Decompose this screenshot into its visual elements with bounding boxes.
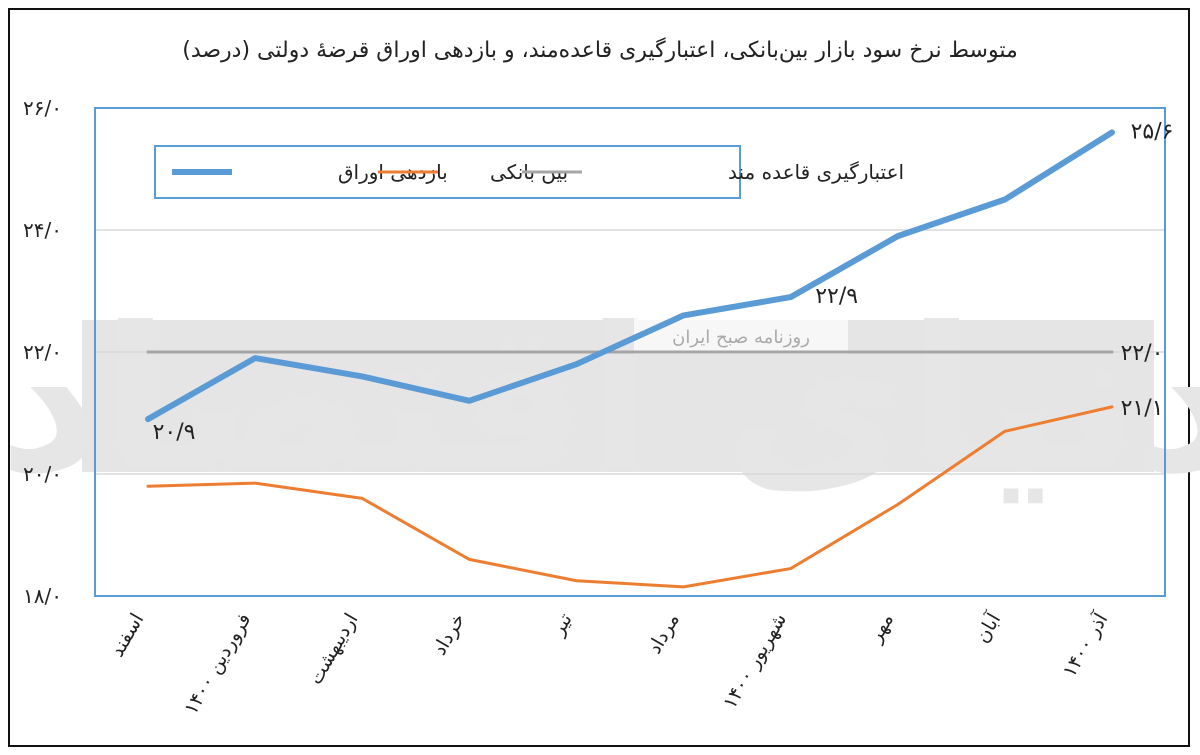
y-tick-label: ۲۲/۰ — [23, 340, 62, 364]
legend: بازدهی اوراق بین بانکی اعتبارگیری قاعده من… — [154, 145, 904, 199]
x-tick-label: فروردین ۱۴۰۰ — [180, 610, 256, 719]
data-label: ۲۵/۶ — [1131, 119, 1174, 144]
watermark-banner-text: روزنامه صبح ایران — [672, 327, 810, 348]
y-tick-label: ۲۶/۰ — [23, 96, 62, 120]
data-label: ۲۰/۹ — [153, 420, 196, 445]
x-tick-label: اردیبهشت — [304, 610, 362, 689]
x-tick-label: خرداد — [428, 610, 469, 659]
x-tick-label: مرداد — [643, 610, 683, 658]
plot-area-border — [94, 107, 1166, 597]
series-line — [146, 405, 1114, 589]
data-label: ۲۲/۹ — [815, 284, 858, 309]
watermark-main-text: دنیای اقتصاد — [0, 285, 1200, 518]
x-tick-label: شهریور ۱۴۰۰ — [719, 610, 791, 713]
x-tick-label: اسفند — [106, 610, 148, 661]
y-tick-label: ۲۴/۰ — [23, 218, 62, 242]
legend-box — [154, 145, 741, 199]
legend-label: اعتبارگیری قاعده مند — [728, 160, 904, 184]
x-tick-label: مهر — [864, 610, 898, 647]
series-line — [145, 129, 1115, 423]
y-tick-label: ۱۸/۰ — [23, 584, 62, 608]
y-tick-label: ۲۰/۰ — [23, 462, 62, 486]
x-tick-label: تیر — [546, 610, 576, 640]
x-tick-label: آبان — [969, 608, 1005, 647]
data-label: ۲۲/۰ — [1121, 341, 1164, 366]
x-tick-label: آذر ۱۴۰۰ — [1057, 608, 1113, 681]
chart-title: متوسط نرخ سود بازار بین‌بانکی، اعتبارگیر… — [182, 38, 1018, 63]
data-label: ۲۱/۱ — [1121, 396, 1164, 421]
